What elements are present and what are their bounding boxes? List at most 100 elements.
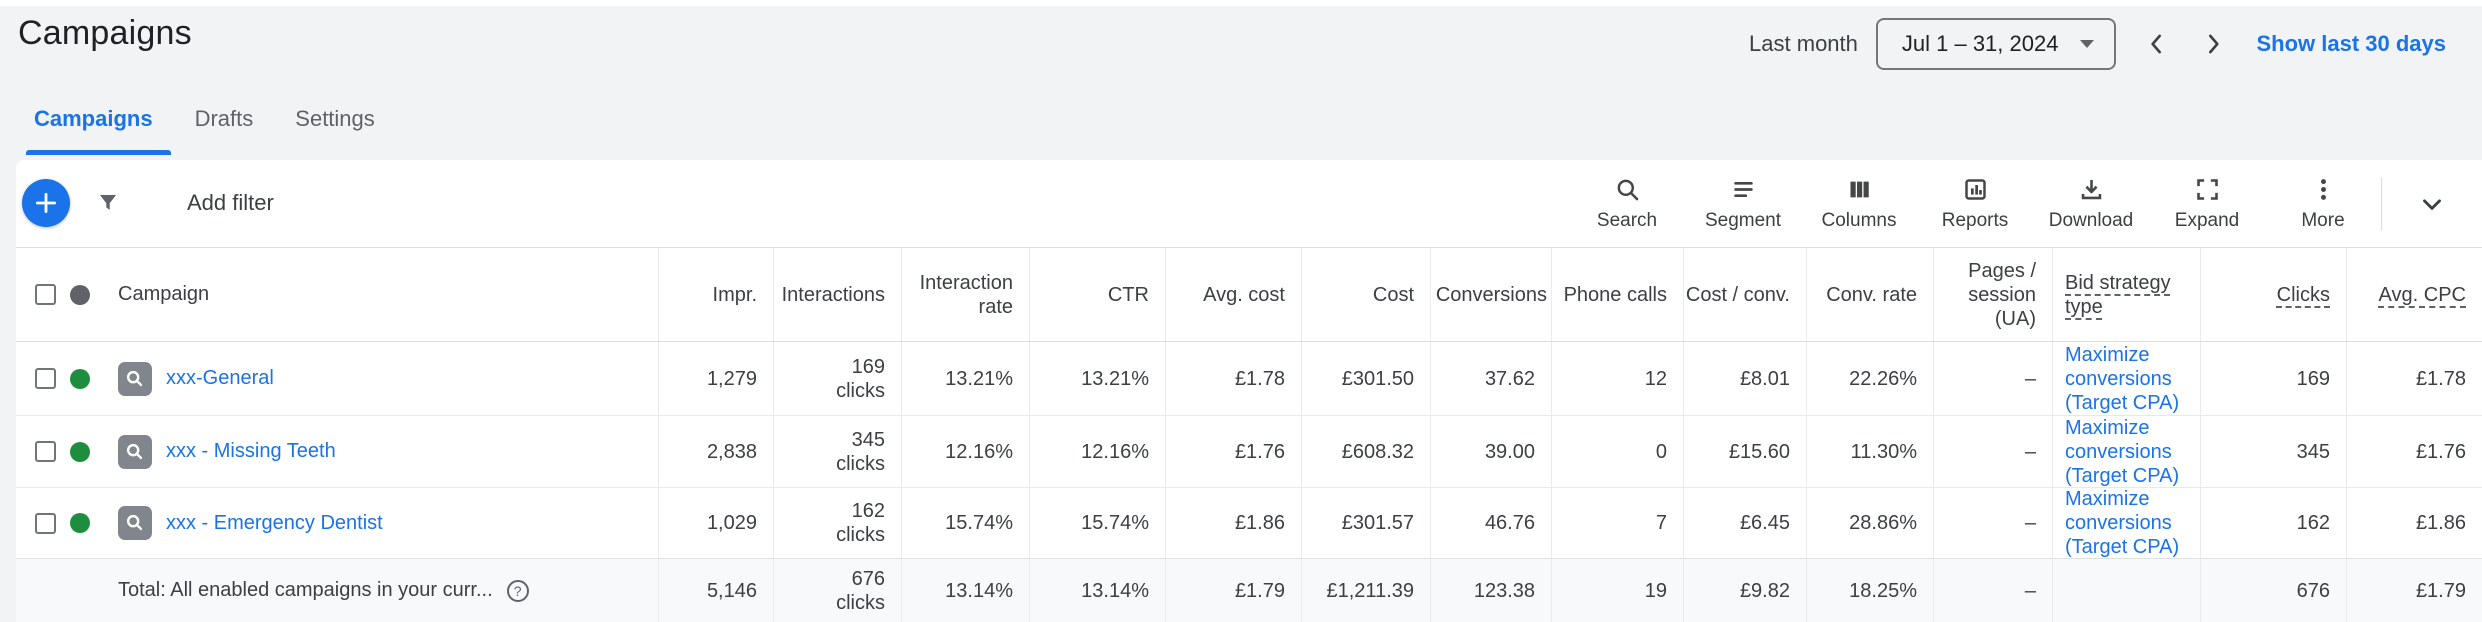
chevron-down-icon: [2423, 198, 2441, 210]
campaign-cell: xxx - Missing Teeth: [16, 416, 658, 487]
row-checkbox[interactable]: [35, 512, 56, 534]
filter-funnel-icon[interactable]: [96, 191, 120, 220]
total-label-cell: Total: All enabled campaigns in your cur…: [16, 559, 658, 622]
expand-button[interactable]: Expand: [2149, 160, 2265, 247]
column-header-interactions[interactable]: Interactions: [773, 248, 901, 341]
conversions-cell: 39.00: [1430, 416, 1551, 487]
segment-button[interactable]: Segment: [1685, 160, 1801, 247]
clicks-cell: 169: [2200, 342, 2346, 415]
table-header-row: Campaign Impr. Interactions Interaction …: [16, 247, 2482, 342]
pages-session-cell: –: [1933, 488, 2052, 558]
interactions-total-cell: 676 clicks: [773, 559, 901, 622]
caret-down-icon: [2080, 40, 2095, 48]
avg-cost-cell: £1.86: [1165, 488, 1301, 558]
cost-cell: £608.32: [1301, 416, 1430, 487]
bid-strategy-link[interactable]: Maximize conversions (Target CPA): [2065, 488, 2180, 558]
expand-icon: [2196, 178, 2218, 200]
column-header-conversions[interactable]: Conversions: [1430, 248, 1551, 341]
clicks-cell: 345: [2200, 416, 2346, 487]
collapse-toolbar-button[interactable]: [2382, 160, 2482, 247]
chevron-right-icon: [2209, 34, 2220, 54]
table-row: xxx - Missing Teeth 2,838 345 clicks 12.1…: [16, 415, 2482, 487]
campaign-name-link[interactable]: xxx - Emergency Dentist: [166, 511, 383, 534]
reports-icon: [1964, 178, 1986, 200]
previous-period-button[interactable]: [2142, 29, 2172, 59]
table-total-row: Total: All enabled campaigns in your cur…: [16, 558, 2482, 622]
bid-strategy-link[interactable]: Maximize conversions (Target CPA): [2065, 416, 2180, 487]
column-header-phone-calls[interactable]: Phone calls: [1551, 248, 1683, 341]
show-last-30-days-link[interactable]: Show last 30 days: [2256, 31, 2446, 56]
conversions-cell: 37.62: [1430, 342, 1551, 415]
cost-total-cell: £1,211.39: [1301, 559, 1430, 622]
ctr-cell: 13.21%: [1029, 342, 1165, 415]
chevron-left-icon: [2151, 34, 2162, 54]
download-icon: [2081, 179, 2101, 199]
avg-cpc-cell: £1.86: [2346, 488, 2482, 558]
search-campaign-icon: [118, 434, 152, 469]
pages-session-cell: –: [1933, 416, 2052, 487]
view-tabs: Campaigns Drafts Settings: [26, 104, 413, 155]
more-icon: [2320, 178, 2326, 200]
reports-button[interactable]: Reports: [1917, 160, 2033, 247]
download-button[interactable]: Download: [2033, 160, 2149, 247]
column-header-campaign[interactable]: Campaign: [16, 248, 658, 341]
cost-per-conv-cell: £8.01: [1683, 342, 1806, 415]
impr-total-cell: 5,146: [658, 559, 773, 622]
bid-strategy-link[interactable]: Maximize conversions (Target CPA): [2065, 343, 2180, 414]
row-checkbox[interactable]: [35, 441, 56, 462]
status-enabled-icon[interactable]: [70, 441, 90, 462]
add-filter-button[interactable]: Add filter: [187, 190, 274, 215]
clicks-total-cell: 676: [2200, 559, 2346, 622]
column-header-conv-rate[interactable]: Conv. rate: [1806, 248, 1933, 341]
pages-session-cell: –: [1933, 342, 2052, 415]
column-header-avg-cost[interactable]: Avg. cost: [1165, 248, 1301, 341]
clicks-cell: 162: [2200, 488, 2346, 558]
status-enabled-icon[interactable]: [70, 368, 90, 389]
column-header-ctr[interactable]: CTR: [1029, 248, 1165, 341]
search-button[interactable]: Search: [1569, 160, 1685, 247]
conv-rate-cell: 28.86%: [1806, 488, 1933, 558]
avg-cost-cell: £1.78: [1165, 342, 1301, 415]
next-period-button[interactable]: [2198, 29, 2228, 59]
toolbar-actions: Search Segment Columns Reports Download …: [1569, 160, 2482, 247]
interactions-cell: 345 clicks: [773, 416, 901, 487]
interaction-rate-cell: 13.21%: [901, 342, 1029, 415]
add-campaign-button[interactable]: [22, 179, 70, 227]
bid-strategy-cell: Maximize conversions (Target CPA): [2052, 342, 2200, 415]
search-campaign-icon: [118, 506, 152, 540]
tab-campaigns[interactable]: Campaigns: [26, 104, 171, 155]
campaign-name-link[interactable]: xxx - Missing Teeth: [166, 440, 336, 462]
bid-strategy-cell: Maximize conversions (Target CPA): [2052, 416, 2200, 487]
more-button[interactable]: More: [2265, 160, 2381, 247]
interaction-rate-cell: 15.74%: [901, 488, 1029, 558]
avg-cost-total-cell: £1.79: [1165, 559, 1301, 622]
row-checkbox[interactable]: [35, 368, 56, 389]
date-range-selector[interactable]: Jul 1 – 31, 2024: [1875, 18, 2117, 70]
avg-cpc-cell: £1.78: [2346, 342, 2482, 415]
status-enabled-icon[interactable]: [70, 513, 90, 533]
table-row: xxx-General 1,279 169 clicks 13.21% 13.21…: [16, 342, 2482, 415]
impr-cell: 1,029: [658, 488, 773, 558]
impr-cell: 2,838: [658, 416, 773, 487]
column-header-cost-per-conv[interactable]: Cost / conv.: [1683, 248, 1806, 341]
bid-strategy-total-cell: [2052, 559, 2200, 622]
column-header-clicks[interactable]: Clicks: [2200, 248, 2346, 341]
column-header-impr[interactable]: Impr.: [658, 248, 773, 341]
conv-rate-cell: 11.30%: [1806, 416, 1933, 487]
phone-calls-total-cell: 19: [1551, 559, 1683, 622]
tab-settings[interactable]: Settings: [295, 106, 375, 131]
select-all-checkbox[interactable]: [35, 284, 56, 305]
campaign-name-link[interactable]: xxx-General: [166, 367, 274, 389]
campaign-cell: xxx - Emergency Dentist: [16, 488, 658, 558]
column-header-avg-cpc[interactable]: Avg. CPC: [2346, 248, 2482, 341]
active-tab-underline: [26, 150, 171, 155]
columns-button[interactable]: Columns: [1801, 160, 1917, 247]
column-header-interaction-rate[interactable]: Interaction rate: [901, 248, 1029, 341]
ctr-cell: 15.74%: [1029, 488, 1165, 558]
column-header-pages-session[interactable]: Pages / session (UA): [1933, 248, 2052, 341]
column-header-bid-strategy-type[interactable]: Bid strategy type: [2052, 248, 2200, 341]
conv-rate-cell: 22.26%: [1806, 342, 1933, 415]
tab-drafts[interactable]: Drafts: [194, 106, 254, 131]
column-header-cost[interactable]: Cost: [1301, 248, 1430, 341]
help-icon[interactable]: ?: [506, 579, 529, 602]
